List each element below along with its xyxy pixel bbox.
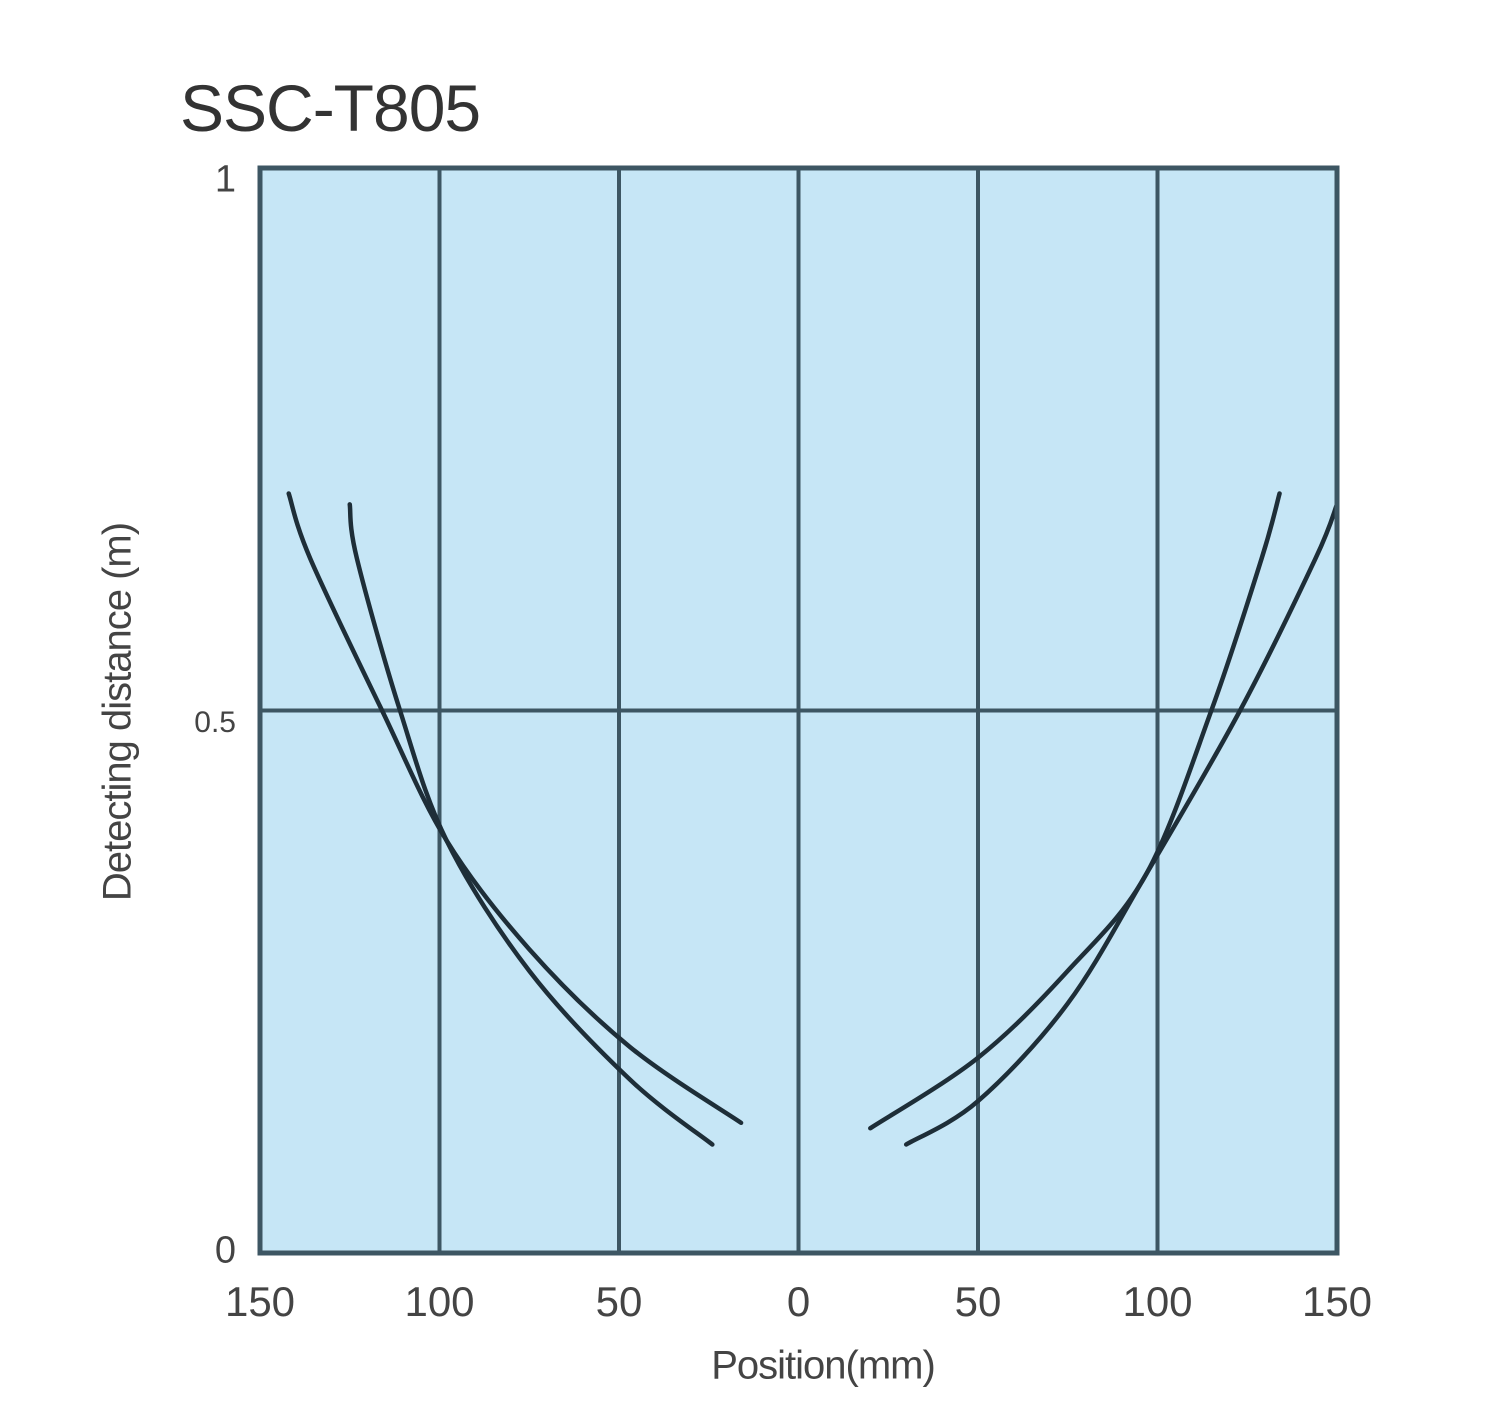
x-tick-label: 150 (224, 1278, 296, 1325)
plot-frame (257, 165, 1340, 1256)
x-tick-label: 100 (404, 1278, 475, 1325)
y-tick-label: 1 (214, 158, 236, 201)
x-tick-label: 0 (786, 1278, 811, 1325)
series-line-left-inner (347, 502, 715, 1147)
x-tick-label: 150 (1301, 1278, 1373, 1325)
y-tick-label: 0.5 (194, 705, 236, 739)
x-tick-label: 50 (954, 1278, 1002, 1325)
x-tick-label: 100 (1122, 1278, 1193, 1325)
data-lines (286, 491, 1340, 1147)
y-tick-label: 0 (214, 1229, 236, 1272)
series-line-right-outer (903, 502, 1340, 1147)
x-axis-label: Position(mm) (711, 1343, 936, 1388)
chart-title: SSC-T805 (180, 71, 481, 145)
x-tick-label: 50 (595, 1278, 643, 1325)
y-axis-label: Detecting distance (m) (95, 522, 140, 902)
